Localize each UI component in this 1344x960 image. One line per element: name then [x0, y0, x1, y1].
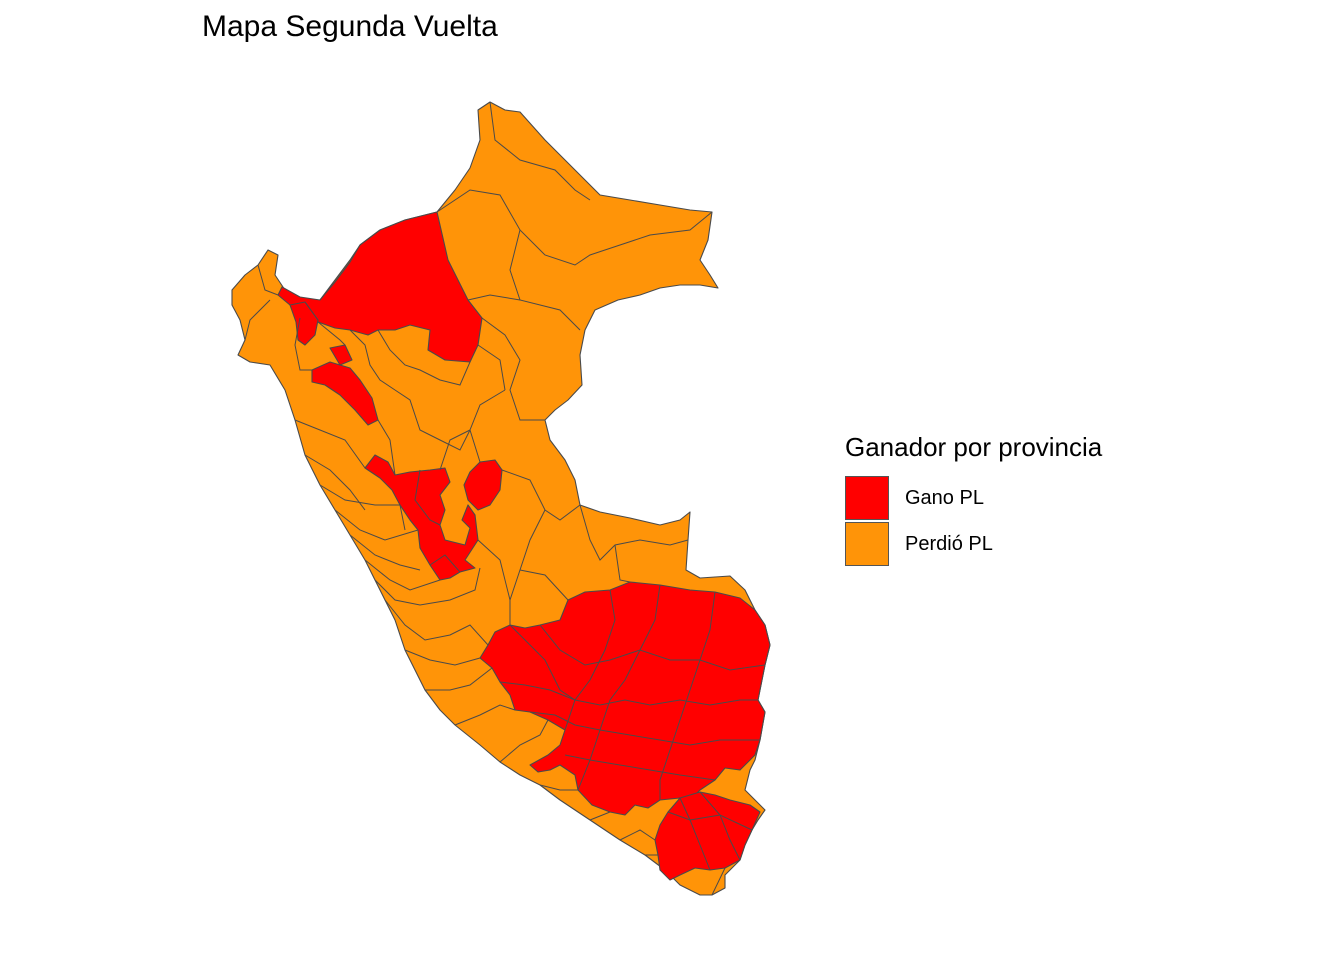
legend-swatch-gano-pl — [845, 476, 889, 520]
legend-label-perdio-pl: Perdió PL — [905, 532, 993, 555]
province-region-gano — [277, 211, 483, 363]
province-region-gano — [289, 301, 319, 346]
legend-item-perdio-pl: Perdió PL — [845, 521, 1102, 567]
map-title: Mapa Segunda Vuelta — [202, 10, 498, 43]
province-region-gano — [311, 361, 379, 426]
province-region-gano — [654, 791, 761, 881]
legend-title: Ganador por provincia — [845, 432, 1103, 462]
province-region-gano — [329, 344, 353, 366]
legend: Ganador por provincia Gano PL Perdió PL — [845, 432, 1102, 567]
legend-item-gano-pl: Gano PL — [845, 475, 1102, 521]
legend-swatch-perdio-pl — [845, 522, 889, 566]
province-borders — [244, 101, 766, 896]
province-region-gano — [463, 459, 503, 511]
legend-label-gano-pl: Gano PL — [905, 486, 984, 509]
